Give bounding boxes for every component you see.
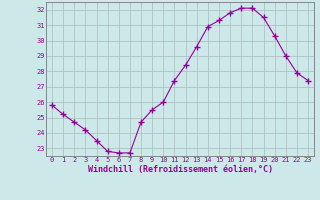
X-axis label: Windchill (Refroidissement éolien,°C): Windchill (Refroidissement éolien,°C) [87,165,273,174]
